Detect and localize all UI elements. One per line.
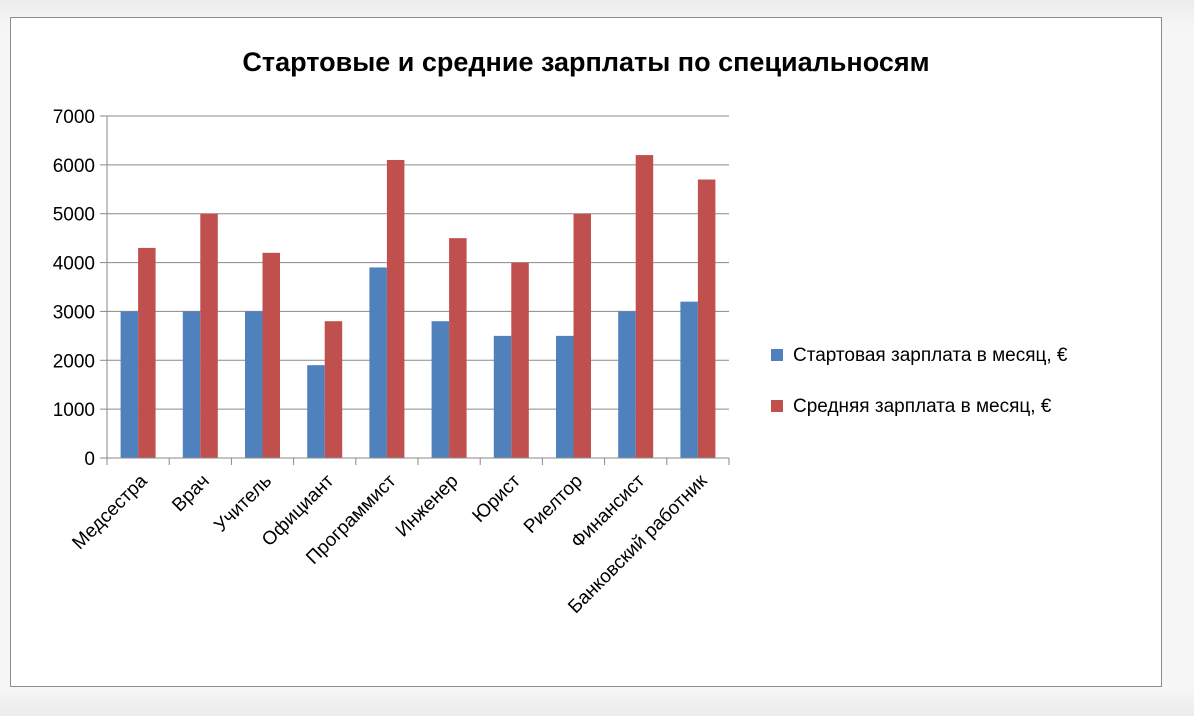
y-tick-label: 0 [84,449,95,470]
bar-start-0 [120,311,139,458]
x-tick-label: Юрист [469,470,525,526]
legend-swatch [771,400,783,412]
y-tick-label: 5000 [53,205,95,226]
bar-start-4 [369,267,387,458]
y-tick-label: 4000 [53,254,95,275]
legend-label: Средняя зарплата в месяц, € [793,396,1052,417]
legend-swatch [771,349,783,361]
chart-area: Стартовые и средние зарплаты по специаль… [10,17,1162,687]
x-axis-ticks: Медсестра ВрачУчительОфициантПрограммистИ… [68,458,730,618]
x-tick-label: Медсестра [68,470,152,554]
legend-label: Стартовая зарплата в месяц, € [793,345,1068,366]
y-tick-label: 1000 [53,400,95,421]
bar-start-2 [245,311,263,458]
bar-start-3 [307,365,325,458]
bar-average-5 [449,238,467,458]
x-tick-label: Врач [168,471,213,516]
bar-start-5 [431,321,450,458]
bar-start-8 [618,311,636,458]
bar-start-6 [493,335,512,458]
bars [120,155,716,459]
bar-average-4 [386,159,405,458]
bar-average-0 [138,247,156,458]
y-tick-label: 7000 [53,107,95,128]
y-axis-ticks: 0 1000 2000 3000 4000 5000 6000 7000 [53,107,107,470]
legend: Стартовая зарплата в месяц, € Средняя зар… [771,345,1068,417]
bar-start-9 [680,301,698,458]
bar-average-7 [573,213,591,458]
y-tick-label: 6000 [53,156,95,177]
chart-title: Стартовые и средние зарплаты по специаль… [242,47,929,77]
bar-average-1 [200,213,218,458]
y-tick-label: 3000 [53,302,95,323]
bar-average-8 [635,155,654,459]
bar-chart: Стартовые и средние зарплаты по специаль… [53,47,1068,618]
bar-average-3 [324,321,343,458]
bar-start-1 [182,311,201,458]
y-tick-label: 2000 [53,351,95,372]
bar-average-9 [697,179,716,458]
bar-start-7 [556,335,574,458]
bar-average-2 [262,252,280,458]
x-tick-label: Инженер [392,471,463,542]
bar-average-6 [511,262,529,458]
